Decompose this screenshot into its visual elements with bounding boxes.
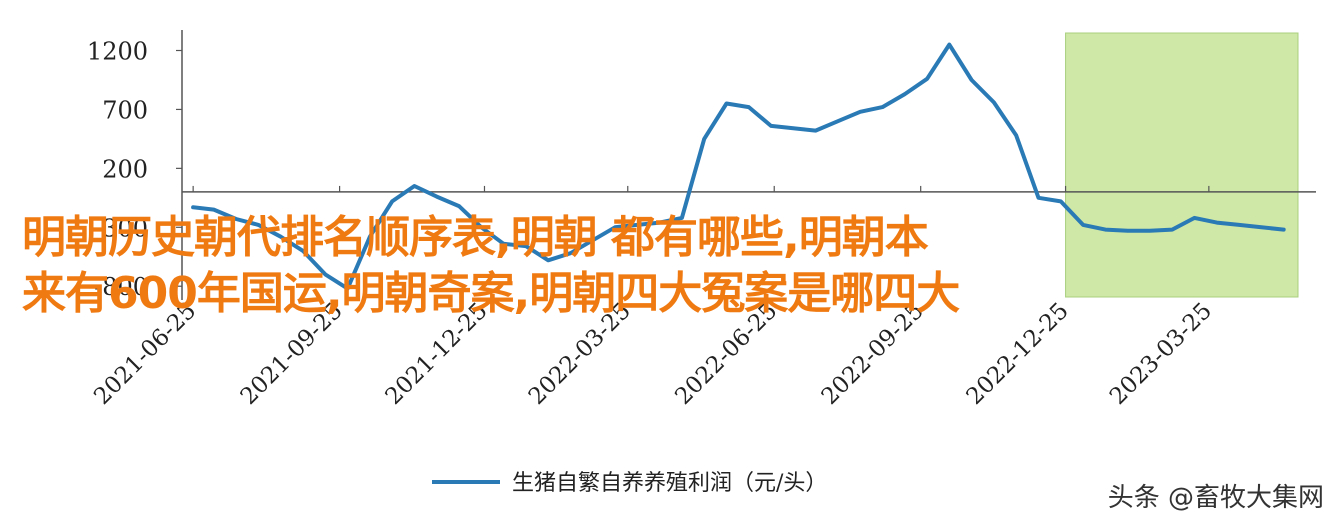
legend-label: 生猪自繁自养养殖利润（元/头） (512, 471, 827, 496)
y-tick-label: 700 (102, 96, 148, 124)
series-line-pig-profit (191, 42, 1286, 291)
legend: 生猪自繁自养养殖利润（元/头） (432, 471, 827, 496)
highlight-region (1065, 32, 1299, 298)
x-tick-label: 2023-03-25 (1105, 298, 1217, 410)
y-tick-label: 1200 (87, 38, 148, 66)
watermark: 头条 @畜牧大集网 (1107, 483, 1324, 513)
y-ticks: 1200 700 200 -300 -800 (87, 38, 182, 301)
y-tick-label: 200 (102, 155, 148, 183)
x-tick-label: 2022-12-25 (962, 298, 1074, 410)
y-tick-label: -800 (94, 273, 148, 301)
overlay-headline-line1: 明朝历史朝代排名顺序表,明朝 都有哪些,明朝本 (22, 212, 929, 263)
overlay-headline-line2: 来有600年国运,明朝奇案,明朝四大冤案是哪四大 (22, 268, 960, 319)
y-tick-label: -300 (94, 214, 148, 242)
